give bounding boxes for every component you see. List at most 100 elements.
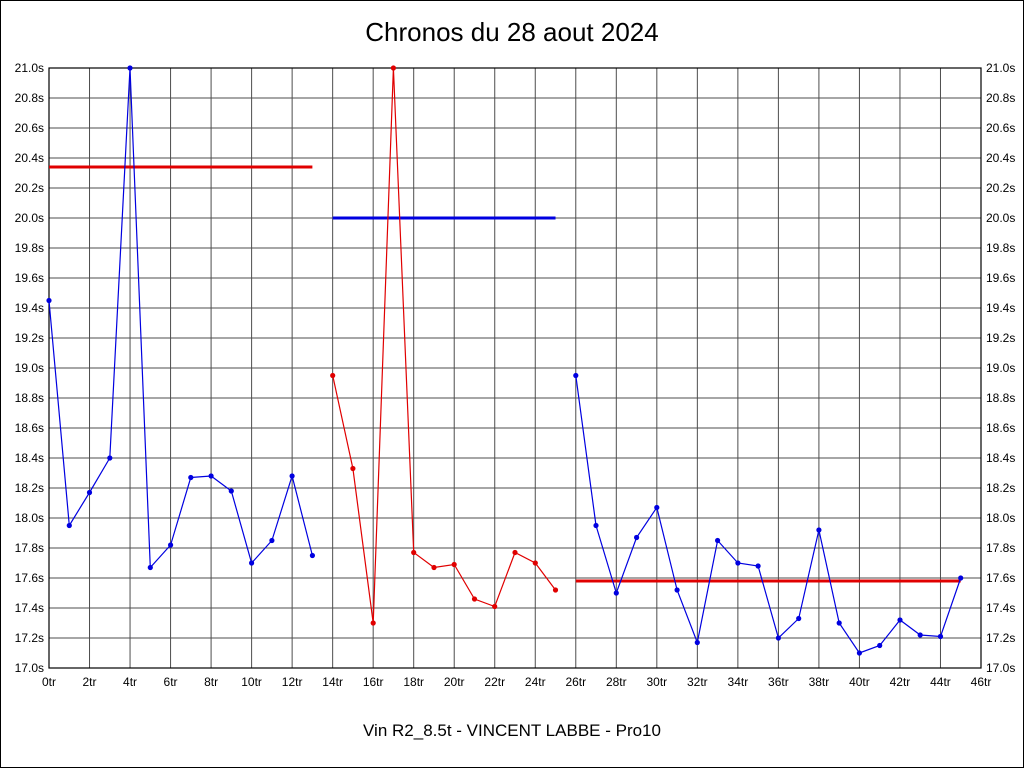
run-3-point bbox=[958, 575, 964, 581]
x-tick-label: 2tr bbox=[83, 675, 97, 689]
y-tick-label-left: 20.4s bbox=[15, 151, 44, 165]
run-3-point bbox=[775, 635, 782, 641]
run-3-point bbox=[715, 537, 721, 544]
y-tick-label-right: 19.6s bbox=[986, 271, 1015, 285]
run-1-point bbox=[208, 473, 214, 479]
run-3-point bbox=[593, 522, 599, 529]
x-tick-label: 44tr bbox=[930, 675, 951, 689]
x-tick-label: 24tr bbox=[525, 675, 546, 689]
run-1-point bbox=[309, 552, 315, 559]
y-tick-label-right: 17.6s bbox=[986, 571, 1015, 585]
run-1-point bbox=[127, 65, 133, 71]
x-tick-label: 34tr bbox=[728, 675, 749, 689]
run-3-point bbox=[674, 587, 680, 593]
y-tick-label-right: 20.0s bbox=[986, 211, 1015, 225]
run-1-point bbox=[269, 537, 275, 544]
run-3-point bbox=[654, 504, 660, 511]
y-tick-label-left: 17.2s bbox=[15, 631, 44, 645]
y-tick-label-left: 17.6s bbox=[15, 571, 44, 585]
x-tick-label: 42tr bbox=[890, 675, 911, 689]
y-tick-label-right: 18.6s bbox=[986, 421, 1015, 435]
y-tick-label-left: 19.0s bbox=[15, 361, 44, 375]
y-tick-label-left: 18.6s bbox=[15, 421, 44, 435]
x-tick-label: 36tr bbox=[768, 675, 789, 689]
run-3-point bbox=[573, 372, 579, 379]
y-tick-label-left: 18.4s bbox=[15, 451, 44, 465]
y-tick-label-right: 18.0s bbox=[986, 511, 1015, 525]
y-tick-label-right: 20.4s bbox=[986, 151, 1015, 165]
y-tick-label-left: 17.0s bbox=[15, 661, 44, 675]
run-1-point bbox=[168, 542, 174, 548]
y-tick-label-left: 17.4s bbox=[15, 601, 44, 615]
run-3-point bbox=[796, 615, 802, 622]
run-2-point bbox=[370, 620, 376, 626]
y-tick-label-right: 20.8s bbox=[986, 91, 1015, 105]
run-2-point bbox=[552, 587, 559, 593]
run-1-point bbox=[66, 522, 72, 529]
x-tick-label: 18tr bbox=[403, 675, 424, 689]
run-1-point bbox=[249, 560, 255, 566]
y-tick-label-right: 19.2s bbox=[986, 331, 1015, 345]
run-3-point bbox=[735, 560, 741, 566]
run-3-point bbox=[634, 534, 640, 541]
run-1-line bbox=[48, 67, 313, 569]
y-tick-label-left: 18.8s bbox=[15, 391, 44, 405]
x-tick-label: 0tr bbox=[42, 675, 56, 689]
run-3-point bbox=[613, 590, 619, 596]
x-tick-label: 22tr bbox=[484, 675, 505, 689]
y-tick-label-left: 20.0s bbox=[15, 211, 44, 225]
y-tick-label-right: 18.4s bbox=[986, 451, 1015, 465]
y-tick-label-left: 18.2s bbox=[15, 481, 44, 495]
x-tick-label: 12tr bbox=[282, 675, 303, 689]
y-tick-label-left: 18.0s bbox=[15, 511, 44, 525]
x-tick-label: 14tr bbox=[322, 675, 343, 689]
x-tick-label: 4tr bbox=[123, 675, 137, 689]
x-tick-label: 20tr bbox=[444, 675, 465, 689]
run-2-point bbox=[512, 549, 518, 556]
run-3-point bbox=[937, 633, 944, 640]
chart-subtitle: Vin R2_8.5t - VINCENT LABBE - Pro10 bbox=[363, 721, 661, 740]
x-tick-label: 40tr bbox=[849, 675, 870, 689]
y-tick-label-left: 19.8s bbox=[15, 241, 44, 255]
run-3-point bbox=[897, 617, 903, 623]
x-tick-label: 16tr bbox=[363, 675, 384, 689]
x-tick-label: 6tr bbox=[164, 675, 178, 689]
y-tick-label-left: 17.8s bbox=[15, 541, 44, 555]
run-2-line bbox=[332, 67, 556, 624]
y-tick-label-right: 18.2s bbox=[986, 481, 1015, 495]
chart-title: Chronos du 28 aout 2024 bbox=[365, 17, 659, 47]
y-tick-label-right: 17.4s bbox=[986, 601, 1015, 615]
x-tick-label: 8tr bbox=[204, 675, 218, 689]
y-tick-label-right: 18.8s bbox=[986, 391, 1015, 405]
y-tick-label-left: 19.6s bbox=[15, 271, 44, 285]
run-3-point bbox=[755, 563, 761, 569]
plot-border bbox=[48, 67, 982, 669]
run-3-point bbox=[816, 527, 822, 533]
run-2-point bbox=[411, 549, 417, 556]
run-3-point bbox=[836, 620, 842, 626]
run-2-point bbox=[350, 465, 356, 472]
x-tick-label: 28tr bbox=[606, 675, 627, 689]
run-1-point bbox=[107, 455, 113, 461]
run-2-point bbox=[451, 561, 457, 568]
run-1-point bbox=[86, 489, 93, 496]
x-tick-label: 38tr bbox=[809, 675, 830, 689]
run-1-point bbox=[188, 474, 194, 481]
run-2-point bbox=[532, 560, 538, 566]
y-tick-label-right: 19.4s bbox=[986, 301, 1015, 315]
y-tick-label-left: 20.2s bbox=[15, 181, 44, 195]
x-tick-label: 26tr bbox=[565, 675, 586, 689]
run-2-point bbox=[431, 564, 437, 571]
run-2-point bbox=[390, 65, 396, 71]
run-1-point bbox=[147, 564, 153, 571]
y-tick-label-right: 19.0s bbox=[986, 361, 1015, 375]
run-2-point bbox=[492, 603, 498, 610]
run-1-point bbox=[228, 488, 234, 494]
run-3-point bbox=[856, 650, 863, 656]
y-tick-label-right: 20.2s bbox=[986, 181, 1015, 195]
y-tick-label-right: 17.8s bbox=[986, 541, 1015, 555]
y-tick-label-left: 21.0s bbox=[15, 61, 44, 75]
x-tick-label: 46tr bbox=[971, 675, 992, 689]
